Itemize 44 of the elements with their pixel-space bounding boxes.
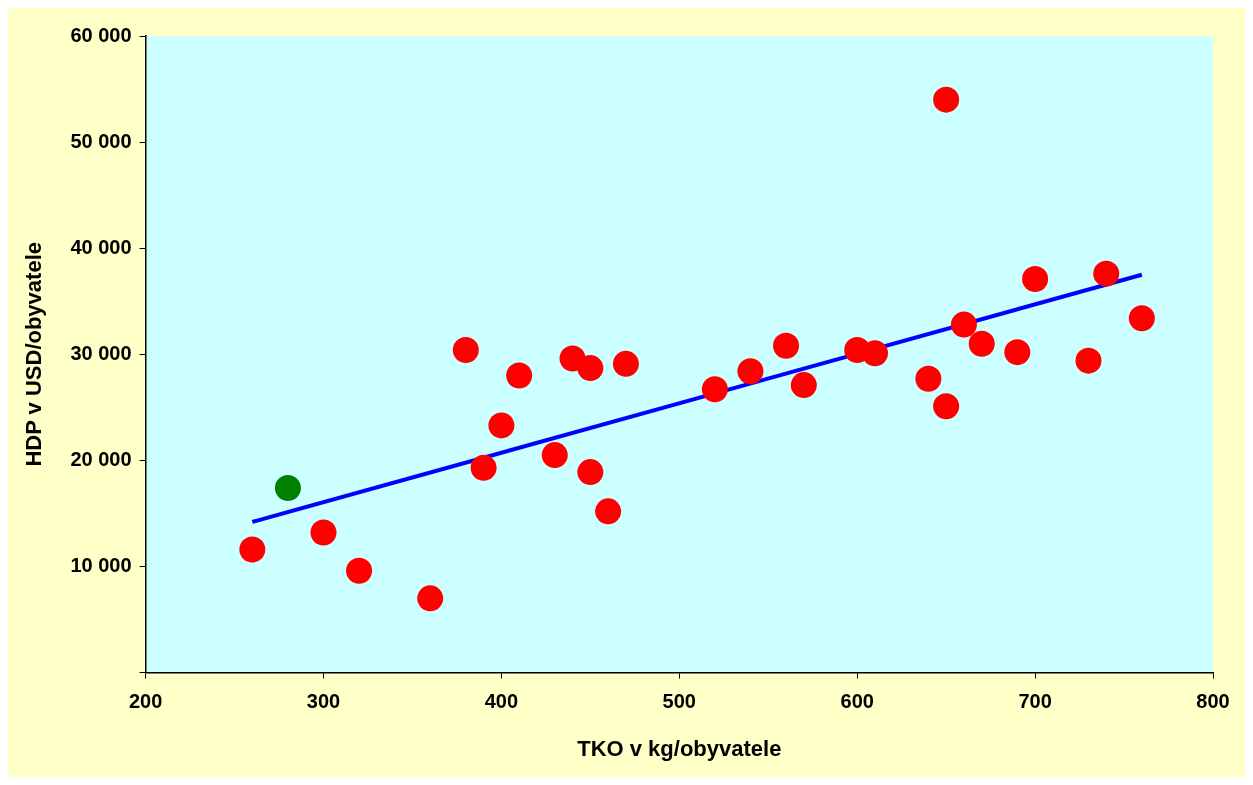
x-tick-label: 800	[1196, 690, 1230, 713]
point	[577, 355, 604, 382]
y-tick-label: 30 000	[70, 341, 132, 364]
x-tick-label: 400	[484, 690, 519, 713]
point	[790, 372, 817, 399]
point	[968, 330, 995, 357]
y-tick-label: 10 000	[70, 554, 132, 577]
point	[417, 585, 444, 612]
point	[577, 459, 604, 486]
point	[737, 358, 764, 385]
point	[541, 442, 568, 469]
point	[239, 536, 266, 563]
x-tick-label: 300	[306, 690, 341, 713]
point	[933, 86, 960, 113]
point	[915, 365, 942, 392]
point	[612, 350, 639, 377]
point	[861, 340, 888, 367]
point	[506, 362, 533, 389]
y-axis-title: HDP v USD/obyvatele	[21, 242, 47, 467]
x-axis-title: TKO v kg/obyvatele	[577, 735, 782, 761]
x-tick-label: 500	[662, 690, 696, 713]
point	[701, 376, 728, 403]
y-tick-label: 50 000	[70, 129, 132, 152]
x-tick-label: 600	[840, 690, 874, 713]
point	[1075, 347, 1102, 374]
point	[452, 337, 479, 364]
point	[310, 519, 337, 546]
point	[773, 332, 800, 359]
point	[1128, 305, 1155, 332]
point	[1093, 260, 1120, 287]
point	[274, 474, 301, 501]
y-tick-label: 60 000	[70, 23, 132, 46]
point	[346, 557, 373, 584]
point	[595, 498, 622, 525]
x-tick-label: 200	[128, 690, 163, 713]
point	[488, 412, 515, 439]
x-tick-label: 700	[1018, 690, 1052, 713]
point	[933, 393, 960, 420]
point	[470, 454, 497, 481]
point	[1022, 265, 1049, 292]
point	[1004, 339, 1031, 366]
y-tick-label: 40 000	[70, 235, 132, 258]
y-tick-label: 20 000	[70, 447, 132, 470]
point	[950, 311, 977, 338]
